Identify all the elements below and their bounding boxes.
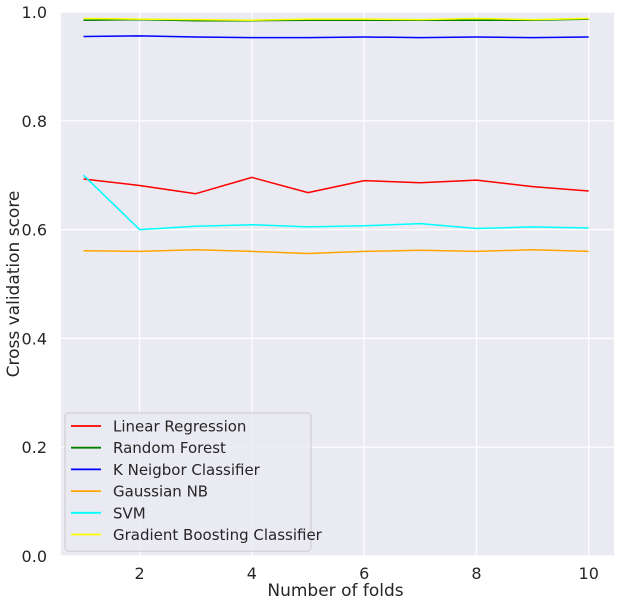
- y-tick-label: 0.0: [22, 547, 47, 566]
- series-line: [83, 248, 589, 255]
- series-lines: [82, 17, 589, 255]
- x-axis-label: Number of folds: [267, 581, 403, 601]
- legend-label: Gaussian NB: [113, 483, 208, 501]
- series-line: [83, 35, 589, 39]
- y-tick-label: 0.8: [22, 112, 47, 131]
- legend-label: K Neigbor Classifier: [113, 461, 261, 479]
- legend-label: SVM: [113, 504, 146, 522]
- x-tick-label: 4: [247, 564, 257, 583]
- y-tick-label: 0.2: [22, 438, 47, 457]
- series-line: [83, 17, 589, 21]
- legend-label: Linear Regression: [113, 418, 246, 436]
- y-axis-label: Cross validation score: [4, 191, 24, 378]
- y-tick-label: 0.4: [22, 329, 47, 348]
- x-tick-label: 2: [135, 564, 145, 583]
- series-line: [83, 18, 589, 22]
- legend-label: Random Forest: [113, 439, 226, 457]
- tick-labels: 2 4 6 8 10 0.0 0.2 0.4 0.6 0.8 1.0: [22, 3, 599, 583]
- series-line: [82, 174, 589, 231]
- x-tick-label: 10: [579, 564, 599, 583]
- legend-label: Gradient Boosting Classifier: [113, 526, 323, 544]
- legend: Linear Regression Random Forest K Neigbor …: [64, 412, 323, 552]
- y-tick-label: 1.0: [22, 3, 47, 22]
- legend-box: [64, 412, 312, 552]
- x-tick-label: 6: [359, 564, 369, 583]
- series-line: [83, 176, 589, 195]
- y-tick-label: 0.6: [22, 221, 47, 240]
- grid: [61, 11, 614, 557]
- x-tick-label: 8: [471, 564, 481, 583]
